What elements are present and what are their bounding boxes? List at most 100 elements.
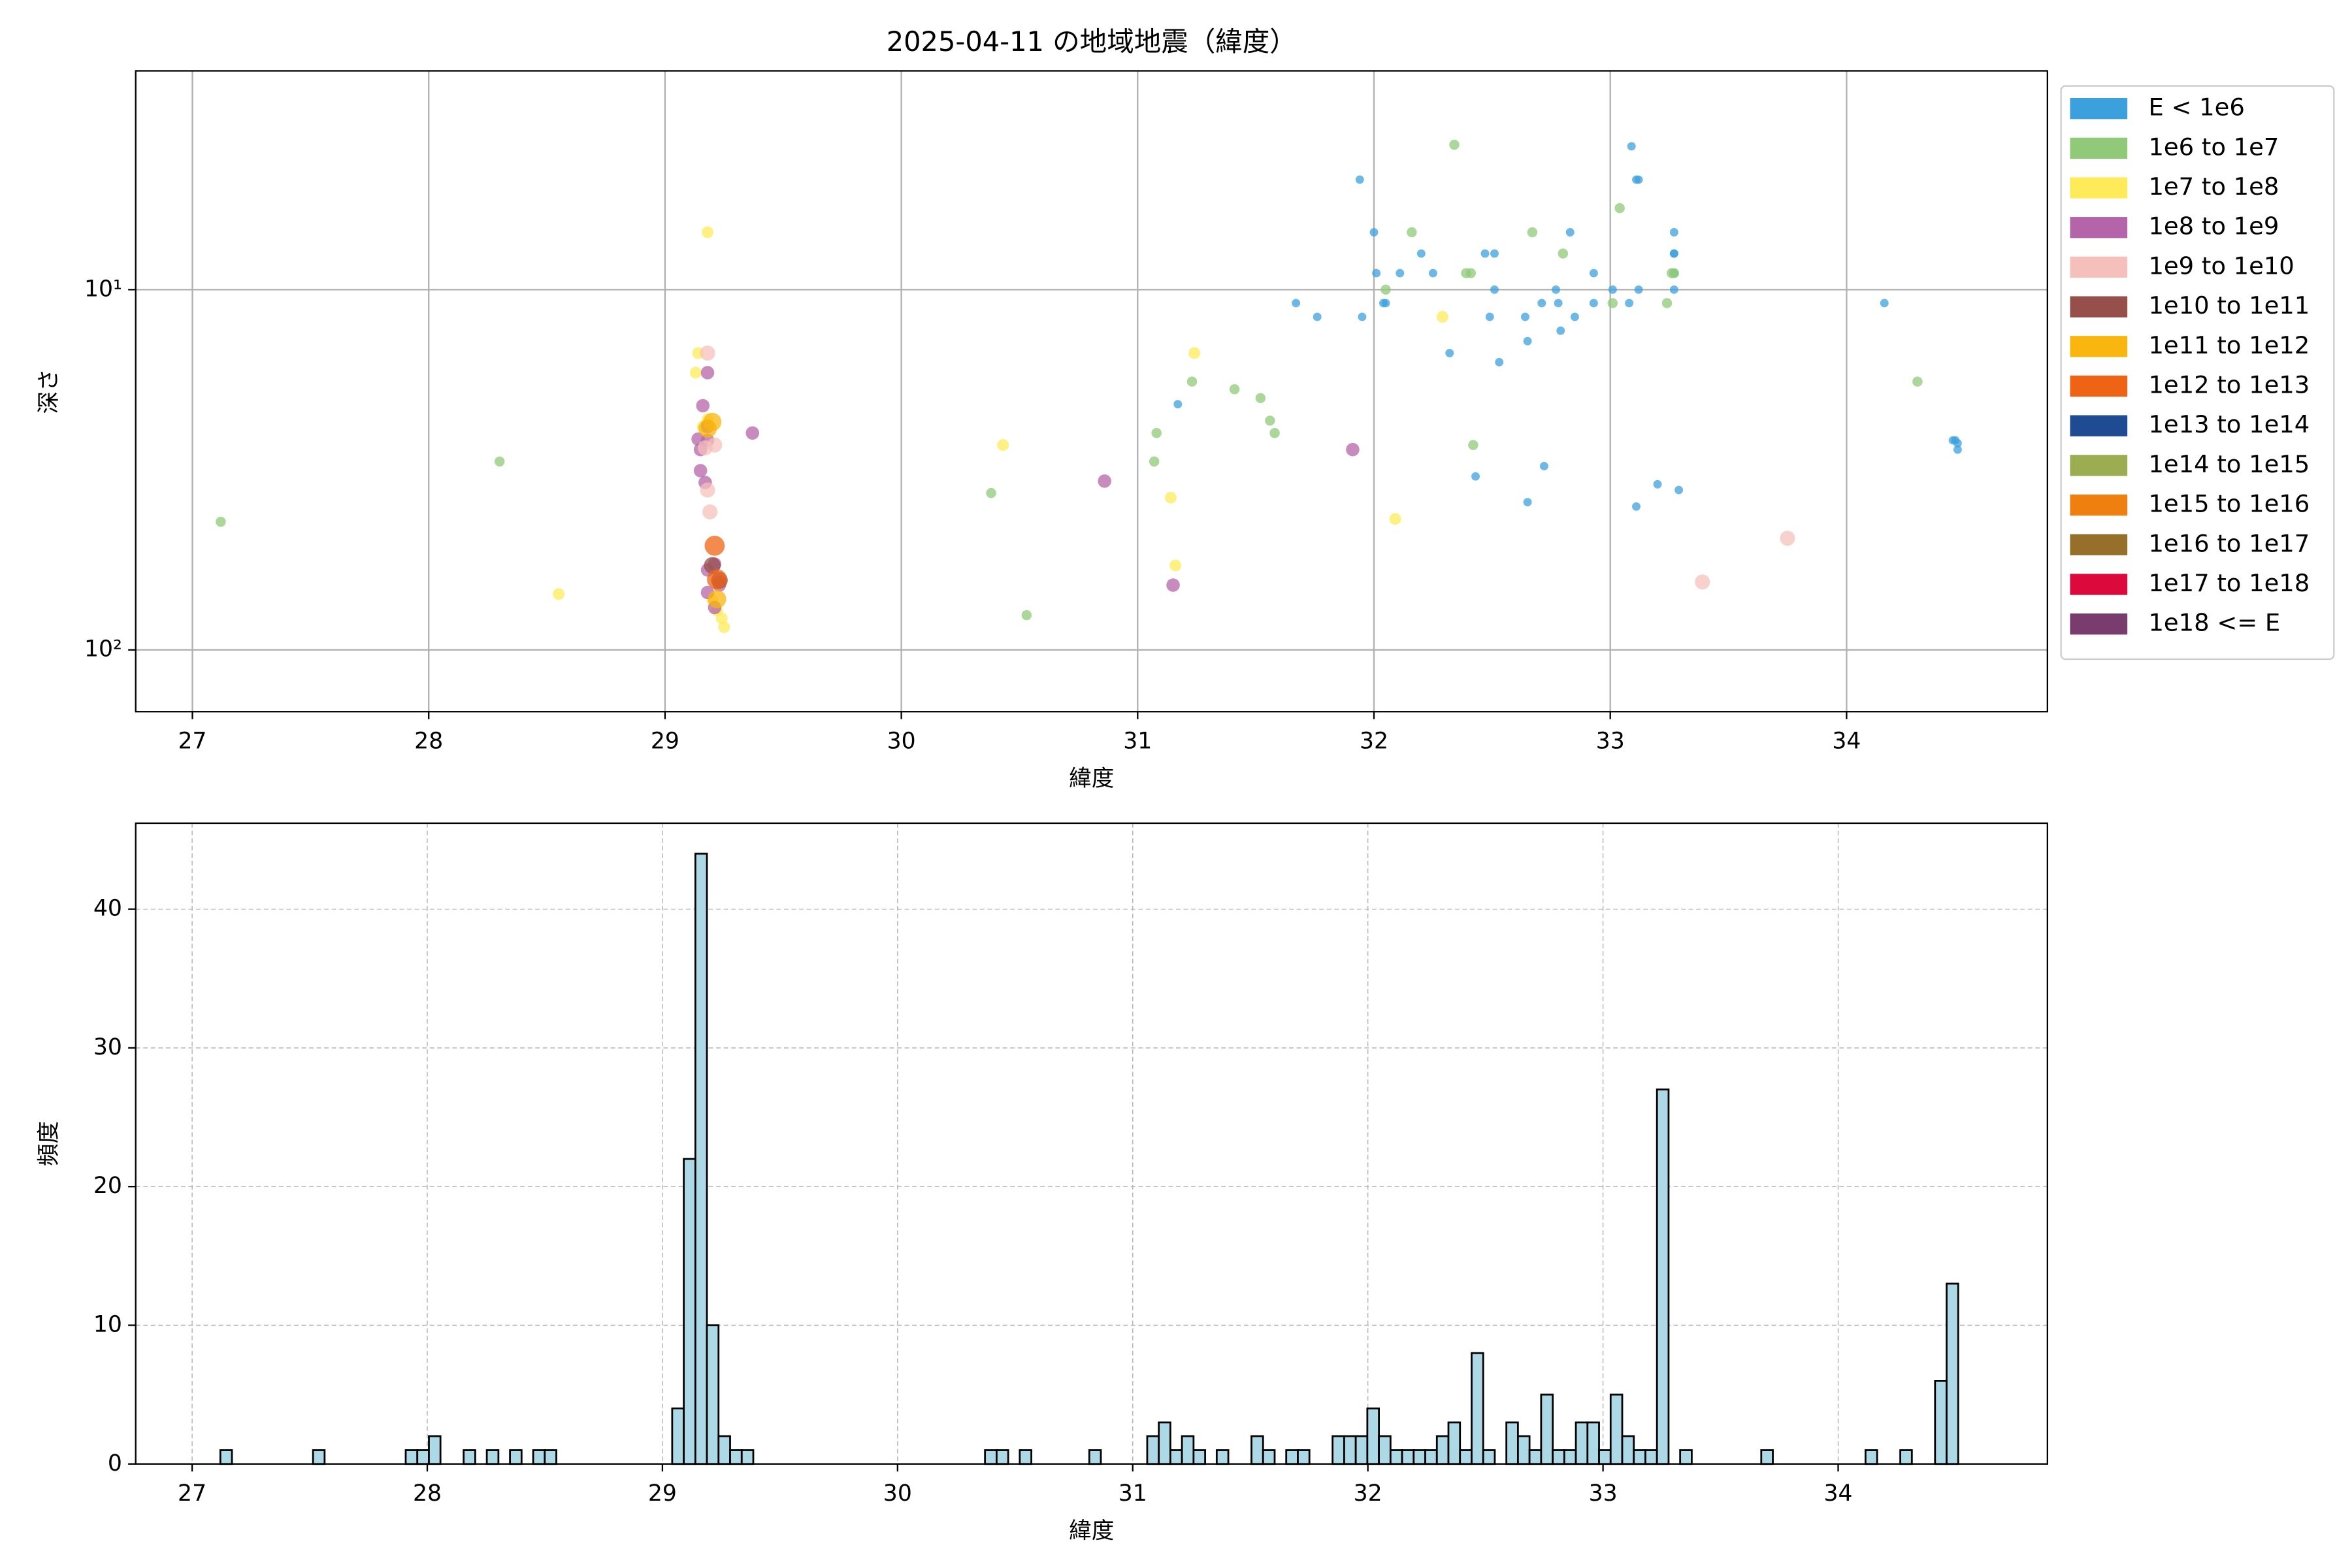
histogram-bar [1181, 1435, 1195, 1465]
histogram-bar [463, 1449, 476, 1465]
scatter-point [1166, 578, 1180, 592]
scatter-point [1661, 298, 1673, 308]
legend-swatch [2070, 534, 2128, 555]
scatter-point [707, 569, 727, 590]
legend-label: E < 1e6 [2148, 93, 2244, 122]
legend-label: 1e11 to 1e12 [2148, 331, 2310, 359]
x-tick-label: 30 [887, 728, 916, 754]
histogram-bar [1946, 1282, 1959, 1465]
histogram-bar [996, 1449, 1009, 1465]
histogram-bar [1644, 1449, 1658, 1465]
histogram-bar [1169, 1449, 1183, 1465]
histogram-bar [1088, 1449, 1102, 1465]
scatter-point [1552, 285, 1560, 294]
scatter-point [1527, 227, 1538, 238]
legend-label: 1e17 to 1e18 [2148, 569, 2310, 597]
histogram-bar [1598, 1449, 1612, 1465]
histogram-bar [1447, 1421, 1462, 1465]
scatter-point [700, 366, 715, 380]
scatter-point [1695, 574, 1710, 590]
histogram-bar [1158, 1421, 1171, 1465]
scatter-point [703, 412, 722, 431]
scatter-point [1381, 299, 1390, 308]
scatter-point [1948, 436, 1957, 445]
histogram-bar [1401, 1449, 1415, 1465]
histogram-bar [740, 1449, 755, 1465]
scatter-point [1389, 513, 1401, 525]
histogram-bar [1366, 1407, 1380, 1465]
y-tick-label: 10² [84, 636, 122, 662]
scatter-point [1188, 347, 1201, 359]
scatter-point [1632, 502, 1641, 511]
histogram-bar [1435, 1435, 1450, 1465]
y-tick-label: 0 [108, 1450, 122, 1477]
x-tick-label: 34 [1832, 728, 1861, 754]
legend-swatch [2070, 217, 2128, 238]
scatter-point [1407, 227, 1417, 238]
scatter-point [1468, 440, 1478, 450]
scatter-point [1436, 310, 1448, 323]
scatter-point [1537, 299, 1546, 308]
legend-box [2060, 85, 2335, 661]
scatter-point [1416, 249, 1426, 258]
scatter-point [707, 437, 723, 453]
histogram-bar [312, 1449, 326, 1465]
y-tick-label: 40 [93, 896, 122, 922]
scatter-point [1523, 336, 1532, 346]
histogram-bar [1563, 1449, 1577, 1465]
scatter-point [1173, 400, 1183, 409]
scatter-point [986, 487, 996, 498]
scatter-point [1608, 285, 1617, 294]
legend-swatch [2070, 336, 2128, 357]
scatter-point [1589, 269, 1598, 278]
histogram-bar [1389, 1449, 1403, 1465]
scatter-point [689, 367, 702, 379]
histogram-bar [416, 1449, 430, 1465]
scatter-point [1098, 474, 1111, 488]
scatter-point [1653, 480, 1662, 489]
scatter-point [1589, 299, 1598, 308]
scatter-point [745, 426, 759, 440]
scatter-point [1358, 312, 1367, 321]
x-tick-label: 32 [1354, 1480, 1382, 1507]
scatter-point [1570, 312, 1579, 321]
scatter-point [1669, 285, 1678, 294]
y-tick-label: 10 [93, 1311, 122, 1337]
scatter-point [1269, 428, 1280, 438]
y-tick-label: 10¹ [84, 276, 122, 302]
histogram-bar [509, 1449, 523, 1465]
scatter-point [1669, 228, 1678, 237]
x-axis-label: 緯度 [1069, 766, 1114, 792]
histogram-bar [1019, 1449, 1032, 1465]
scatter-point [1953, 445, 1962, 454]
histogram-bar [1609, 1394, 1624, 1465]
scatter-point [1669, 249, 1678, 258]
scatter-point [1471, 472, 1480, 481]
legend-swatch [2070, 574, 2128, 595]
legend-label: 1e7 to 1e8 [2148, 172, 2279, 201]
x-tick-label: 27 [178, 1480, 206, 1507]
legend-swatch [2070, 375, 2128, 397]
histogram-bar [1864, 1449, 1878, 1465]
scatter-point [1780, 531, 1795, 546]
histogram-bar [1250, 1435, 1264, 1465]
x-tick-label: 30 [883, 1480, 912, 1507]
histogram-bar [1262, 1449, 1276, 1465]
histogram-bar [1516, 1435, 1531, 1465]
x-tick-label: 28 [414, 728, 443, 754]
scatter-point [1255, 393, 1266, 404]
legend-label: 1e8 to 1e9 [2148, 212, 2279, 240]
histogram-bar [694, 853, 708, 1465]
scatter-point [700, 345, 715, 361]
legend-label: 1e15 to 1e16 [2148, 490, 2310, 518]
scatter-point [1495, 357, 1504, 367]
histogram-bar [1146, 1435, 1160, 1465]
scatter-point [1186, 376, 1198, 387]
y-axis-label: 深さ [36, 368, 62, 414]
x-tick-label: 31 [1123, 728, 1152, 754]
legend-swatch [2070, 177, 2128, 199]
histogram-bar [1424, 1449, 1438, 1465]
